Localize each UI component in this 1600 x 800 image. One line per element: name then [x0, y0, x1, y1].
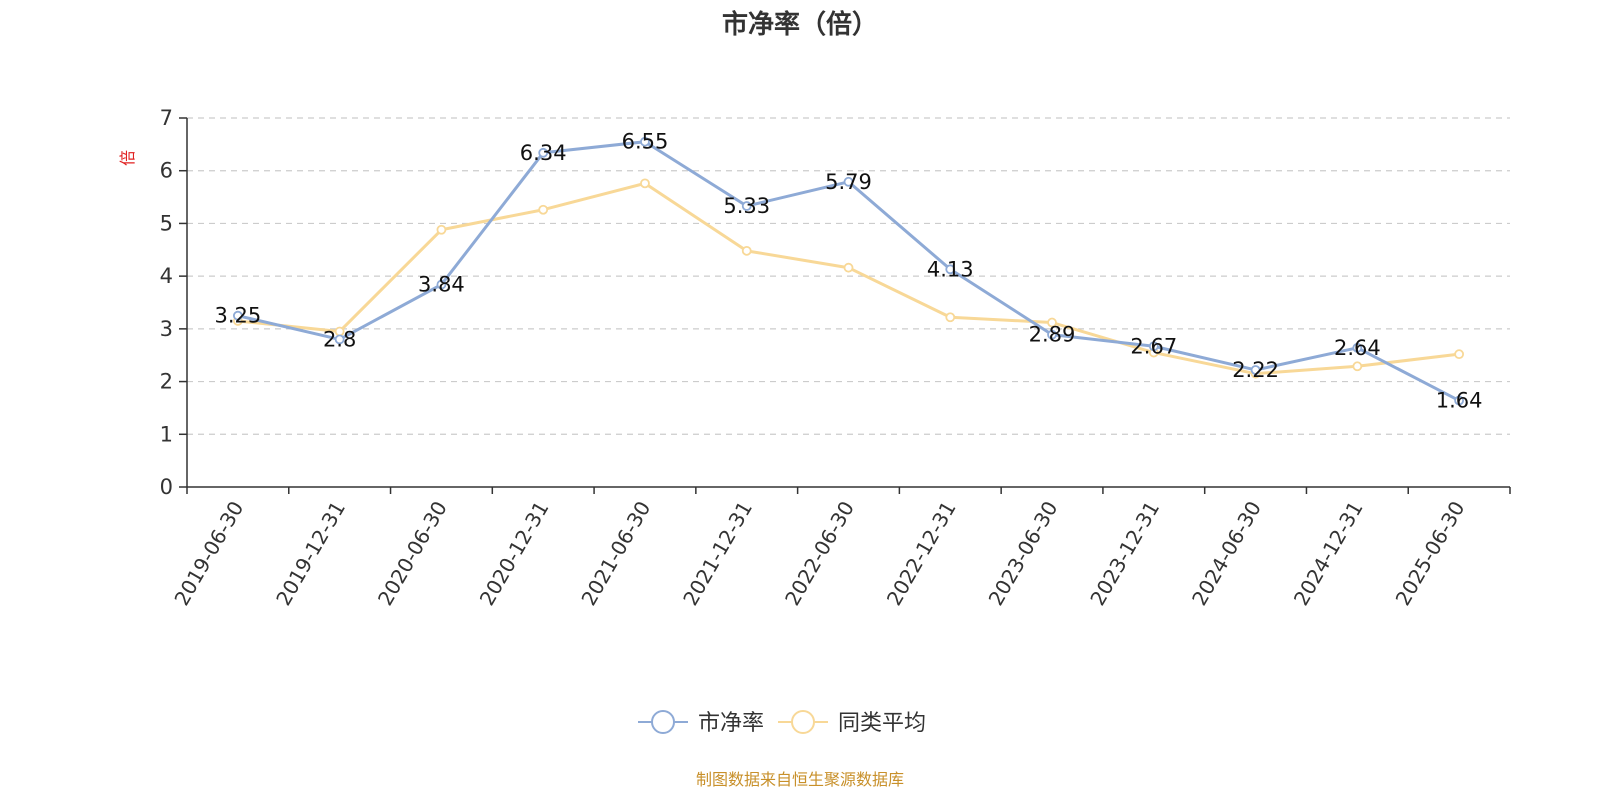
data-label: 5.79	[825, 170, 872, 194]
data-point[interactable]	[538, 147, 549, 158]
x-tick-label: 2024-06-30	[1187, 497, 1266, 610]
data-point[interactable]	[436, 224, 447, 235]
y-tick-label: 1	[160, 422, 173, 446]
x-tick-label: 2021-12-31	[678, 497, 757, 610]
data-point[interactable]	[843, 176, 854, 187]
data-point[interactable]	[538, 204, 549, 215]
data-labels: 3.25 2.8 3.84 6.34 6.55 5.33 5.79 4.13 2.89 2.67 2…	[215, 130, 1483, 413]
series-lines	[232, 136, 1465, 406]
data-label: 2.64	[1334, 336, 1381, 360]
source-note: 制图数据来自恒生聚源数据库	[695, 770, 904, 789]
legend-marker-icon	[651, 710, 675, 734]
data-label: 6.55	[622, 130, 669, 154]
x-tick-label: 2019-12-31	[271, 497, 350, 610]
axes	[179, 117, 1511, 494]
x-tick-label: 2020-12-31	[475, 497, 554, 610]
data-label: 2.89	[1029, 323, 1076, 347]
data-point[interactable]	[1047, 317, 1057, 328]
x-tick-label: 2023-12-31	[1085, 497, 1164, 610]
data-point[interactable]	[1454, 395, 1465, 406]
x-tick-label: 2019-06-30	[169, 497, 248, 610]
data-label: 6.34	[520, 141, 567, 165]
data-point[interactable]	[741, 201, 752, 211]
data-point[interactable]	[1148, 341, 1159, 352]
legend-label: 同类平均	[838, 711, 926, 736]
data-label: 1.64	[1436, 389, 1483, 413]
grid-lines	[187, 117, 1510, 435]
legend[interactable]: 市净率 同类平均	[638, 710, 926, 736]
data-label: 2.8	[323, 327, 356, 351]
y-tick-label: 5	[160, 211, 173, 235]
legend-item-市净率[interactable]: 市净率	[638, 710, 764, 736]
data-point[interactable]	[1352, 361, 1363, 372]
y-tick-label: 6	[160, 159, 173, 183]
data-point[interactable]	[741, 245, 752, 256]
data-point[interactable]	[640, 178, 650, 189]
data-label: 3.25	[215, 304, 262, 328]
x-tick-label: 2024-12-31	[1289, 497, 1368, 610]
legend-marker-icon	[791, 710, 815, 734]
x-tick-label: 2023-06-30	[984, 497, 1063, 610]
data-point[interactable]	[1047, 329, 1057, 340]
x-tick-label: 2021-06-30	[576, 497, 655, 610]
legend-label: 市净率	[698, 711, 764, 736]
data-point[interactable]	[945, 264, 956, 275]
data-point[interactable]	[436, 279, 447, 290]
data-label: 5.33	[723, 194, 770, 218]
data-point[interactable]	[945, 312, 956, 323]
data-point[interactable]	[1250, 365, 1261, 375]
y-tick-label: 0	[160, 475, 173, 499]
y-tick-label: 2	[160, 370, 173, 394]
legend-item-同类平均[interactable]: 同类平均	[778, 710, 926, 736]
x-tick-label: 2020-06-30	[373, 497, 452, 610]
data-point[interactable]	[640, 136, 650, 147]
x-tick-label: 2022-12-31	[882, 497, 961, 610]
data-label: 2.22	[1232, 358, 1279, 382]
y-tick-label: 3	[160, 317, 173, 341]
data-label: 3.84	[418, 273, 465, 297]
data-point[interactable]	[1454, 349, 1465, 360]
data-label: 2.67	[1130, 334, 1177, 358]
y-axis-label: 倍	[118, 150, 137, 166]
data-point[interactable]	[843, 262, 854, 273]
y-tick-labels: 0 1 2 3 4 5 6 7	[160, 106, 173, 499]
series-市净率	[232, 136, 1465, 406]
x-tick-label: 2022-06-30	[780, 497, 859, 610]
x-tick-label: 2025-06-30	[1391, 497, 1470, 610]
data-point[interactable]	[1352, 342, 1363, 353]
data-label: 4.13	[927, 257, 974, 281]
data-point[interactable]	[232, 310, 243, 321]
data-point[interactable]	[334, 334, 345, 345]
y-tick-label: 7	[160, 106, 173, 130]
y-tick-label: 4	[160, 264, 173, 288]
x-tick-labels: 2019-06-30 2019-12-31 2020-06-30 2020-12-31…	[169, 497, 1469, 610]
chart-title: 市净率（倍）	[721, 10, 878, 40]
